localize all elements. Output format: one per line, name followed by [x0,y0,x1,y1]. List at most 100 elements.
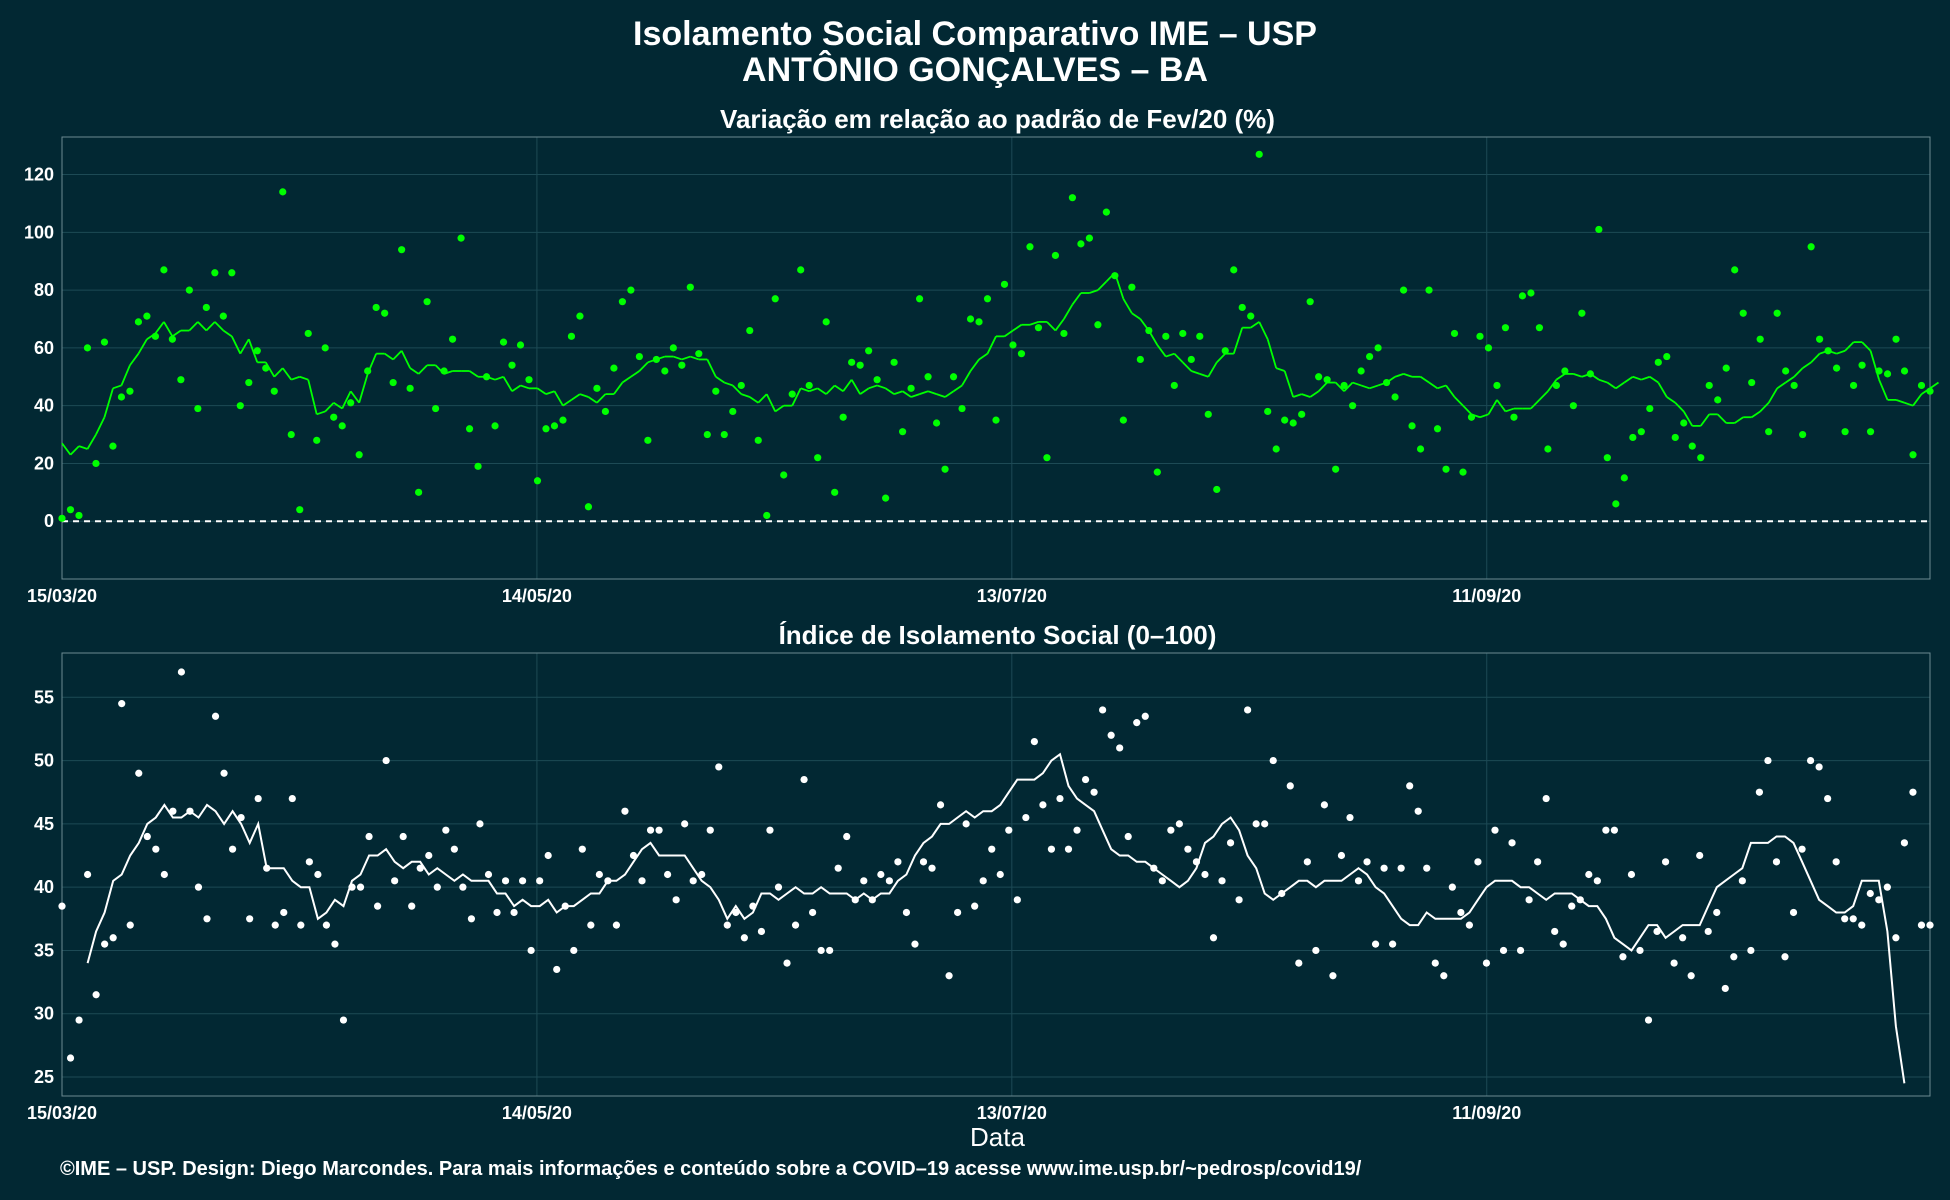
moving-average-segment [1046,321,1057,332]
data-point [493,908,501,917]
data-point [1552,381,1560,390]
data-point [321,344,329,352]
data-point [459,883,467,891]
data-point [1619,953,1627,961]
data-point [1764,756,1772,765]
data-point [1731,266,1739,274]
data-point [1926,921,1934,929]
data-point [1064,845,1073,853]
data-point [1493,381,1501,390]
data-point [894,858,902,866]
data-point [1501,324,1510,332]
data-point [1883,370,1892,378]
x-tick-label: 15/03/20 [27,586,97,606]
data-point [1782,367,1790,375]
data-point [1433,425,1442,433]
data-point [271,921,279,929]
data-point [1756,335,1764,343]
data-point [703,430,711,439]
data-point [527,946,535,955]
x-tick-label: 13/07/20 [977,1103,1047,1123]
data-point [109,442,117,450]
moving-average-segment [859,387,870,395]
data-point [1060,329,1068,338]
moving-average-segment [333,402,343,410]
data-point [476,820,484,828]
data-point [715,763,723,771]
data-point [1516,946,1525,955]
moving-average-segment [1759,402,1770,413]
chart-title-line1: Isolamento Social Comparativo IME – USP [633,15,1317,53]
data-point [83,344,92,352]
moving-average-segment [749,396,759,404]
data-point [408,902,416,910]
data-point [185,286,193,294]
data-point [749,902,757,910]
data-point [780,471,788,479]
moving-average-segment [265,361,276,378]
moving-average-segment [1717,413,1727,424]
data-point [262,364,270,372]
moving-average-segment [273,367,284,378]
data-point [1484,344,1493,352]
data-point [1824,794,1832,803]
data-point [593,384,601,392]
x-tick-label: 14/05/20 [502,586,572,606]
data-point [314,870,322,879]
moving-average-segment [1301,393,1311,398]
data-point [126,387,134,395]
data-point [296,506,304,514]
data-point [723,921,731,929]
data-point [432,404,440,413]
data-point [152,845,160,853]
moving-average-segment [129,353,140,366]
data-point [92,991,100,999]
y-tick-label: 25 [34,1067,54,1087]
data-point [1440,972,1448,980]
moving-average-line [86,752,1906,1084]
data-point [297,921,305,929]
data-point [1408,422,1416,430]
moving-average-segment [868,384,878,390]
data-point [1654,358,1662,366]
data-point [1221,347,1229,355]
data-point [219,312,227,320]
data-point [491,422,499,430]
moving-average-segment [1173,353,1184,363]
data-point [865,347,873,355]
data-point [1073,826,1081,834]
data-point [695,350,703,358]
data-point [1153,468,1161,476]
moving-average-segment [545,390,555,395]
moving-average-segment [188,321,199,332]
data-point [58,514,66,522]
data-point [1000,280,1009,288]
data-point [1201,870,1209,879]
data-point [1535,324,1544,332]
data-point [1730,953,1738,961]
data-point [253,347,261,355]
data-point [1474,858,1482,866]
data-point [1238,303,1246,312]
panel-border [61,652,1931,1097]
data-point [1204,410,1212,418]
moving-average-segment [290,375,301,381]
moving-average-segment [673,355,683,361]
data-point [809,908,817,917]
data-point [1849,381,1858,390]
data-point [885,877,893,885]
data-point [826,946,834,955]
data-point [834,864,842,872]
data-point [304,329,312,338]
x-tick-label: 13/07/20 [977,586,1047,606]
data-point [817,946,825,955]
data-point [1773,309,1781,317]
data-point [627,286,635,294]
data-point [1739,309,1747,317]
data-point [510,908,518,917]
data-point [1081,775,1090,784]
moving-average-segment [1352,381,1362,387]
data-point [686,283,694,291]
data-point [553,965,561,974]
data-point [1679,934,1687,942]
